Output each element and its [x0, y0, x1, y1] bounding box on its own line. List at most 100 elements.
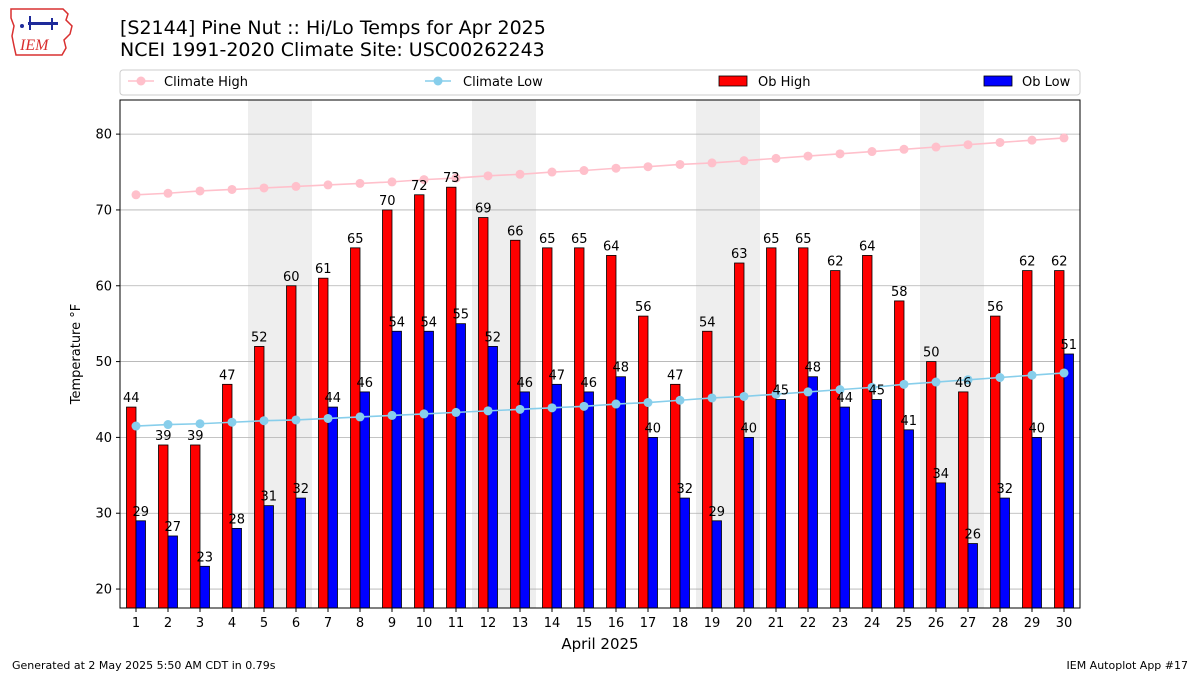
- climate-high-point-day-15: [579, 166, 589, 176]
- legend-item-ob-high: Ob High: [718, 75, 811, 90]
- x-tick-label-29: 29: [1024, 616, 1041, 631]
- plot-frame: [119, 99, 1081, 609]
- ob-low-label-day-5: 31: [260, 490, 277, 505]
- ob-low-label-day-24: 45: [868, 383, 885, 398]
- climate-low-point-day-11: [451, 407, 461, 417]
- climate-high-point-day-26: [931, 142, 941, 152]
- ob-high-label-day-3: 39: [187, 429, 204, 444]
- y-tick-label-70: 70: [95, 203, 112, 218]
- ob-high-bar-day-11: [446, 186, 457, 609]
- ob-high-label-day-24: 64: [859, 239, 876, 254]
- climate-low-point-day-23: [835, 385, 845, 395]
- ob-high-label-day-6: 60: [283, 270, 300, 285]
- climate-low-point-day-14: [547, 403, 557, 413]
- ob-low-label-day-7: 44: [324, 391, 341, 406]
- ob-high-label-day-1: 44: [123, 391, 140, 406]
- ob-high-label-day-4: 47: [219, 368, 236, 383]
- ob-high-label-day-12: 69: [475, 202, 492, 217]
- x-tick-label-27: 27: [960, 616, 977, 631]
- ob-low-bar-day-24: [871, 399, 882, 609]
- footer-app-id: IEM Autoplot App #17: [1066, 659, 1189, 672]
- ob-high-label-day-7: 61: [315, 262, 332, 277]
- ob-high-label-day-2: 39: [155, 429, 172, 444]
- climate-high-point-day-2: [163, 188, 173, 198]
- ob-low-bar-day-25: [903, 429, 914, 609]
- ob-low-bar-day-22: [807, 376, 818, 609]
- ob-low-label-day-29: 40: [1028, 421, 1045, 436]
- climate-high-point-day-16: [611, 163, 621, 173]
- climate-low-point-day-28: [995, 373, 1005, 383]
- ob-low-bar-day-2: [167, 535, 178, 609]
- ob-low-label-day-8: 46: [356, 376, 373, 391]
- iowa-outline: [10, 8, 73, 56]
- x-tick-label-24: 24: [864, 616, 881, 631]
- x-tick-label-17: 17: [640, 616, 657, 631]
- climate-high-point-day-13: [515, 169, 525, 179]
- ob-low-label-day-10: 54: [420, 315, 437, 330]
- y-tick-label-30: 30: [95, 507, 112, 522]
- ob-high-bar-day-3: [190, 444, 201, 609]
- ob-high-bar-day-27: [958, 391, 969, 609]
- ob-low-label-day-6: 32: [292, 482, 309, 497]
- ob-high-label-day-30: 62: [1051, 255, 1068, 270]
- climate-low-point-day-22: [803, 387, 813, 397]
- climate-high-point-day-1: [131, 190, 141, 200]
- climate-low-point-day-29: [1027, 370, 1037, 380]
- ob-low-bar-day-1: [135, 520, 146, 609]
- ob-high-label-day-26: 50: [923, 346, 940, 361]
- x-tick-label-1: 1: [132, 616, 140, 631]
- climate-low-point-day-10: [419, 409, 429, 419]
- ob-low-label-day-2: 27: [164, 520, 181, 535]
- legend: Climate High Climate Low Ob High Ob Low: [119, 69, 1081, 96]
- ob-high-label-day-10: 72: [411, 179, 428, 194]
- ob-high-bar-day-23: [830, 270, 841, 609]
- climate-high-point-day-27: [963, 140, 973, 150]
- ob-high-label-day-13: 66: [507, 224, 524, 239]
- climate-low-point-day-21: [771, 389, 781, 399]
- ob-low-bar-day-15: [583, 391, 594, 609]
- x-tick-label-5: 5: [260, 616, 268, 631]
- ob-low-label-day-27: 26: [964, 528, 981, 543]
- x-tick-label-21: 21: [768, 616, 785, 631]
- ob-high-bar-day-16: [606, 255, 617, 609]
- x-tick-label-15: 15: [576, 616, 593, 631]
- x-tick-label-25: 25: [896, 616, 913, 631]
- climate-low-point-day-13: [515, 404, 525, 414]
- ob-low-bar-day-27: [967, 543, 978, 609]
- climate-low-point-day-15: [579, 401, 589, 411]
- climate-high-point-day-8: [355, 178, 365, 188]
- climate-high-point-day-11: [451, 173, 461, 183]
- ob-low-label-day-25: 41: [900, 414, 917, 429]
- ob-high-label-day-23: 62: [827, 255, 844, 270]
- ob-low-bar-day-14: [551, 383, 562, 609]
- ob-low-label-day-3: 23: [196, 550, 213, 565]
- ob-low-bar-day-13: [519, 391, 530, 609]
- ob-low-bar-day-20: [743, 437, 754, 609]
- climate-high-point-day-20: [739, 156, 749, 166]
- climate-low-point-day-25: [899, 379, 909, 389]
- climate-high-point-day-22: [803, 151, 813, 161]
- ob-low-label-day-22: 48: [804, 361, 821, 376]
- climate-high-point-day-4: [227, 184, 237, 194]
- ob-high-bar-day-25: [894, 300, 905, 609]
- ob-low-label-day-20: 40: [740, 421, 757, 436]
- ob-low-bar-day-19: [711, 520, 722, 609]
- x-axis-label: April 2025: [561, 635, 638, 653]
- ob-low-bar-day-7: [327, 406, 338, 609]
- ob-high-bar-day-13: [510, 239, 521, 609]
- chart-title-line1: [S2144] Pine Nut :: Hi/Lo Temps for Apr …: [120, 17, 546, 39]
- climate-high-point-day-18: [675, 159, 685, 169]
- climate-high-point-day-5: [259, 183, 269, 193]
- ob-low-bar-day-21: [775, 399, 786, 609]
- climate-high-point-day-30: [1059, 133, 1069, 143]
- x-axis-ticks: 1 2 3 4 5 6 7 8 9 10 11 12 13 14 15 16 17 18 19 20 21 22 23 24 2…: [132, 608, 1072, 631]
- x-tick-label-8: 8: [356, 616, 364, 631]
- ob-low-bar-day-6: [295, 497, 306, 609]
- ob-high-bar-day-19: [702, 330, 713, 609]
- ob-high-bar-day-29: [1022, 270, 1033, 609]
- climate-low-point-day-5: [259, 416, 269, 426]
- ob-high-bar-day-30: [1054, 270, 1065, 609]
- climate-low-point-day-6: [291, 415, 301, 425]
- ob-high-label-day-28: 56: [987, 300, 1004, 315]
